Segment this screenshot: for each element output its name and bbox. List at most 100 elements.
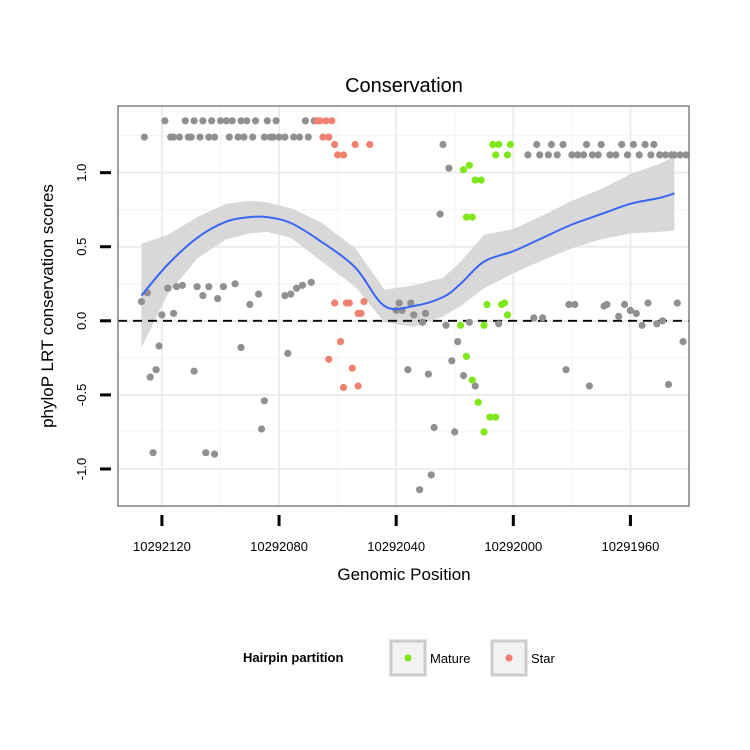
- point-other-1: [140, 133, 148, 141]
- point-other-71: [407, 299, 415, 307]
- point-other-117: [623, 151, 632, 159]
- point-other-42: [243, 117, 251, 125]
- point-star-2: [319, 133, 327, 141]
- point-other-75: [421, 309, 430, 317]
- point-other-34: [222, 117, 230, 125]
- point-star-4: [325, 355, 333, 363]
- point-other-36: [228, 117, 236, 125]
- point-other-19: [190, 117, 198, 125]
- point-other-90: [524, 151, 532, 159]
- point-other-39: [237, 343, 245, 352]
- point-other-58: [287, 290, 295, 298]
- point-other-49: [260, 133, 268, 141]
- point-other-94: [539, 314, 547, 322]
- point-star-3: [322, 117, 330, 125]
- point-star-18: [354, 382, 362, 390]
- point-other-68: [395, 299, 403, 307]
- point-other-24: [199, 292, 207, 300]
- point-other-93: [536, 151, 544, 159]
- point-other-119: [629, 140, 638, 149]
- x-tick-label-4: 10291960: [602, 539, 660, 554]
- point-other-63: [301, 117, 309, 125]
- point-other-133: [670, 151, 679, 159]
- point-other-56: [281, 133, 289, 141]
- data-points: [137, 117, 690, 494]
- point-other-116: [621, 300, 629, 309]
- x-axis-title: Genomic Position: [337, 565, 470, 584]
- point-mature-17: [495, 140, 503, 149]
- point-other-3: [146, 373, 154, 381]
- point-other-18: [187, 133, 195, 141]
- point-star-6: [328, 117, 336, 125]
- point-other-118: [626, 306, 635, 314]
- point-other-103: [574, 151, 582, 159]
- point-other-9: [164, 284, 172, 292]
- point-other-61: [295, 133, 304, 141]
- point-other-109: [597, 140, 605, 149]
- y-axis-title: phyloP LRT conservation scores: [38, 184, 57, 428]
- point-other-78: [430, 423, 438, 432]
- point-other-113: [612, 151, 620, 159]
- point-mature-2: [462, 352, 471, 360]
- point-other-134: [673, 299, 681, 307]
- y-tick-label-4: 1.0: [74, 164, 89, 182]
- point-other-88: [471, 382, 479, 390]
- point-mature-20: [503, 311, 512, 319]
- point-mature-16: [492, 413, 500, 421]
- point-other-89: [495, 320, 503, 328]
- point-star-15: [348, 364, 356, 372]
- point-other-137: [682, 151, 690, 159]
- point-other-72: [410, 311, 418, 319]
- point-other-35: [225, 133, 233, 141]
- point-other-104: [580, 151, 588, 159]
- point-other-97: [553, 151, 561, 159]
- point-other-126: [650, 140, 658, 149]
- point-other-82: [445, 164, 453, 172]
- point-other-107: [588, 151, 597, 159]
- x-tick-label-2: 10292040: [367, 539, 425, 554]
- point-other-112: [606, 151, 614, 159]
- point-other-59: [290, 133, 298, 141]
- point-other-95: [544, 151, 553, 159]
- point-other-20: [190, 367, 198, 375]
- point-other-37: [231, 280, 239, 288]
- point-other-4: [149, 449, 157, 457]
- point-mature-19: [500, 299, 509, 307]
- point-other-76: [424, 370, 432, 378]
- point-star-21: [366, 140, 374, 149]
- point-other-47: [257, 425, 266, 433]
- point-mature-12: [483, 300, 491, 309]
- point-other-98: [559, 140, 567, 149]
- legend: Hairpin partition Mature Star: [243, 639, 556, 677]
- point-other-13: [173, 283, 181, 291]
- point-other-50: [263, 117, 271, 125]
- point-mature-10: [480, 321, 488, 329]
- legend-mature-marker: [404, 654, 412, 662]
- point-other-15: [178, 281, 186, 289]
- point-mature-11: [480, 428, 488, 436]
- point-other-70: [404, 366, 412, 374]
- point-mature-0: [457, 321, 465, 329]
- point-other-14: [175, 133, 184, 141]
- point-other-16: [181, 117, 189, 125]
- point-other-54: [275, 133, 283, 141]
- point-mature-9: [477, 176, 485, 184]
- point-mature-21: [503, 151, 512, 159]
- point-other-73: [416, 486, 424, 494]
- point-mature-3: [462, 213, 471, 221]
- point-other-44: [249, 133, 257, 141]
- point-other-129: [659, 317, 667, 325]
- point-other-62: [298, 281, 307, 289]
- point-other-122: [638, 321, 646, 329]
- point-other-27: [205, 283, 213, 291]
- point-other-8: [161, 117, 169, 125]
- point-other-46: [255, 290, 263, 298]
- point-other-77: [427, 471, 435, 479]
- legend-star-marker: [505, 654, 513, 662]
- point-star-9: [334, 151, 342, 159]
- point-star-8: [331, 299, 339, 307]
- point-other-45: [252, 117, 260, 125]
- point-other-101: [568, 151, 576, 159]
- point-other-28: [208, 117, 216, 125]
